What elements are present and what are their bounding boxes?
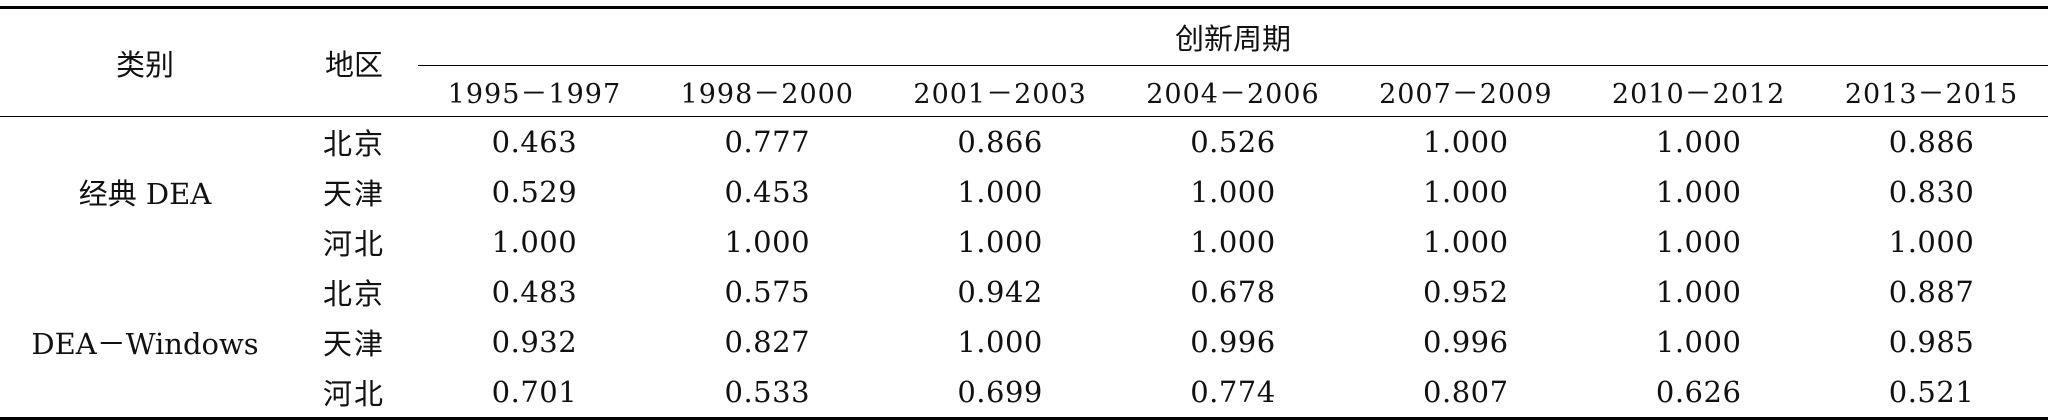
- header-period: 2010－2012: [1611, 78, 1786, 110]
- value-cell: 1.000: [957, 225, 1043, 259]
- category-cell: 经典 DEA: [78, 177, 212, 211]
- value-cell: 0.830: [1888, 175, 1975, 209]
- header-period: 2007－2009: [1379, 78, 1553, 110]
- value-cell: 1.000: [1655, 125, 1742, 159]
- table-row: 天津 0.529 0.453 1.000 1.000 1.000 1.000 0…: [0, 167, 2048, 217]
- value-cell: 0.985: [1888, 325, 1975, 359]
- header-category: 类别: [0, 7, 290, 117]
- efficiency-table: 类别 地区 创新周期 1995－1997 1998－2000 2001－2003…: [0, 6, 2048, 420]
- value-cell: 1.000: [491, 225, 578, 259]
- value-cell: 0.952: [1423, 275, 1509, 309]
- region-cell: 河北: [322, 377, 385, 411]
- value-cell: 0.866: [957, 125, 1043, 159]
- value-cell: 1.000: [1655, 325, 1742, 359]
- value-cell: 0.996: [1190, 325, 1276, 359]
- header-row-1: 类别 地区 创新周期: [0, 7, 2048, 117]
- header-region: 地区: [290, 7, 418, 117]
- value-cell: 0.774: [1190, 375, 1276, 409]
- table-row: 天津 0.932 0.827 1.000 0.996 0.996 1.000 0…: [0, 317, 2048, 367]
- table-row: 经典 DEA 北京 0.463 0.777 0.866 0.526 1.000 …: [0, 117, 2048, 211]
- header-period-group: 创新周期: [418, 7, 2048, 66]
- value-cell: 1.000: [1190, 225, 1276, 259]
- header-period: 1998－2000: [680, 78, 854, 110]
- value-cell: 1.000: [1655, 225, 1742, 259]
- value-cell: 0.453: [724, 175, 811, 209]
- table-row: 河北 0.701 0.533 0.699 0.774 0.807 0.626 0…: [0, 367, 2048, 419]
- value-cell: 0.678: [1190, 275, 1276, 309]
- value-cell: 0.521: [1888, 375, 1975, 409]
- region-cell: 北京: [322, 127, 385, 161]
- value-cell: 1.000: [1423, 175, 1509, 209]
- table-row: 河北 1.000 1.000 1.000 1.000 1.000 1.000 1…: [0, 217, 2048, 267]
- value-cell: 1.000: [724, 225, 811, 259]
- header-period: 2004－2006: [1146, 78, 1320, 110]
- value-cell: 0.827: [724, 325, 811, 359]
- header-period: 2001－2003: [913, 78, 1087, 110]
- value-cell: 0.996: [1423, 325, 1509, 359]
- region-cell: 北京: [322, 277, 385, 311]
- header-period: 2013－2015: [1844, 78, 2019, 110]
- value-cell: 0.463: [491, 125, 578, 159]
- value-cell: 0.807: [1423, 375, 1509, 409]
- value-cell: 0.942: [957, 275, 1043, 309]
- value-cell: 0.699: [957, 375, 1043, 409]
- value-cell: 0.483: [491, 275, 578, 309]
- value-cell: 1.000: [1655, 175, 1742, 209]
- value-cell: 0.526: [1190, 125, 1276, 159]
- table-row: DEA－Windows 北京 0.483 0.575 0.942 0.678 0…: [0, 267, 2048, 420]
- region-cell: 天津: [322, 327, 385, 361]
- region-cell: 天津: [322, 177, 385, 211]
- header-period: 1995－1997: [447, 78, 622, 110]
- region-cell: 河北: [322, 227, 385, 261]
- value-cell: 0.701: [491, 375, 578, 409]
- value-cell: 0.575: [724, 275, 811, 309]
- header-row-2: 1995－1997 1998－2000 2001－2003 2004－2006 …: [0, 66, 2048, 117]
- value-cell: 1.000: [1423, 125, 1509, 159]
- value-cell: 0.529: [491, 175, 578, 209]
- value-cell: 1.000: [957, 175, 1043, 209]
- value-cell: 0.886: [1888, 125, 1975, 159]
- value-cell: 1.000: [1423, 225, 1509, 259]
- value-cell: 0.626: [1655, 375, 1742, 409]
- value-cell: 1.000: [1190, 175, 1276, 209]
- category-cell: DEA－Windows: [0, 267, 290, 420]
- value-cell: 1.000: [957, 325, 1043, 359]
- value-cell: 1.000: [1888, 225, 1975, 259]
- value-cell: 0.932: [491, 325, 578, 359]
- value-cell: 0.777: [724, 125, 811, 159]
- value-cell: 0.887: [1888, 275, 1975, 309]
- value-cell: 0.533: [724, 375, 811, 409]
- value-cell: 1.000: [1655, 275, 1742, 309]
